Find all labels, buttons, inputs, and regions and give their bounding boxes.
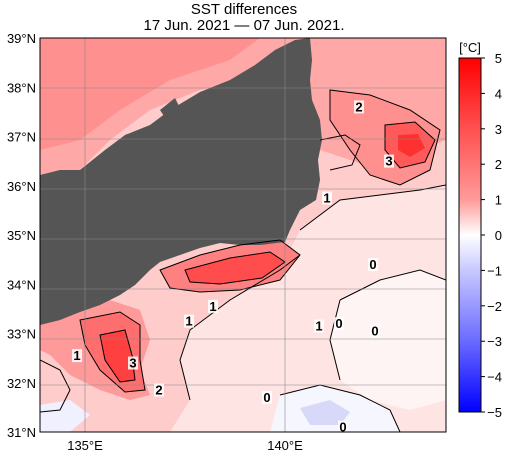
land-islet [124, 228, 130, 232]
latitude-label: 35°N [7, 228, 36, 243]
latitude-label: 31°N [7, 425, 36, 440]
contour-label: 1 [315, 319, 322, 334]
contour-label: 3 [129, 356, 136, 371]
colorbar-tick-label: −1 [487, 263, 502, 278]
contour-label: 1 [209, 299, 216, 314]
colorbar-tick-label: 4 [495, 86, 502, 101]
colorbar-gradient [458, 57, 482, 413]
colorbar: [°C] 5 4 3 2 1 0 −1 −2 −3 −4 −5 [458, 40, 502, 420]
latitude-label: 37°N [7, 130, 36, 145]
latitude-label: 32°N [7, 376, 36, 391]
chart-title: SST differences [190, 1, 298, 18]
contour-label-background [384, 154, 394, 168]
colorbar-tick-label: −3 [487, 334, 502, 349]
map-frame [39, 37, 447, 433]
contour-label: 3 [385, 154, 392, 169]
contour-label-background [368, 258, 378, 272]
colorbar-unit: [°C] [459, 40, 481, 55]
contour-label-background [262, 390, 272, 404]
warm-core-south-honshu [185, 252, 285, 284]
latitude-label: 36°N [7, 179, 36, 194]
colorbar-tick-label: 3 [495, 122, 502, 137]
contour-label: 2 [355, 99, 362, 114]
date-range-subtitle: 17 Jun. 2021 — 07 Jun. 2021. [143, 17, 345, 34]
contour-label-background [338, 420, 348, 432]
warm-region-north-strong [40, 38, 260, 150]
contour-label: 0 [369, 257, 376, 272]
colorbar-tick-label: 1 [495, 193, 502, 208]
contour-label: 0 [371, 324, 378, 339]
longitude-label: 135°E [67, 438, 103, 453]
latitude-label: 33°N [7, 327, 36, 342]
latitude-label: 38°N [7, 80, 36, 95]
contour-label-background [314, 319, 324, 333]
contour-label: 2 [155, 383, 162, 398]
contour-label: 0 [339, 420, 346, 435]
contour-label-background [72, 349, 82, 363]
latitude-label: 39°N [7, 31, 36, 46]
longitude-label: 140°E [267, 438, 303, 453]
contour-label: 1 [185, 314, 192, 329]
colorbar-tick-label: −5 [487, 405, 502, 420]
land-peninsula [160, 98, 182, 125]
contour-label: 0 [263, 390, 270, 405]
contour-label-background [334, 317, 344, 331]
contour-label: 0 [335, 316, 342, 331]
land-islet [300, 183, 304, 187]
contour-label-background [370, 324, 380, 338]
warm-core-northeast-peak [398, 134, 425, 157]
contour-label-background [208, 299, 218, 313]
contour-label-background [322, 191, 332, 205]
contour-label-background [128, 356, 138, 370]
longitude-labels: 135°E 140°E [67, 438, 303, 453]
graticule [40, 38, 446, 432]
latitude-labels: 39°N 38°N 37°N 36°N 35°N 34°N 33°N 32°N 31°N [7, 31, 36, 440]
colorbar-tick-label: 5 [495, 51, 502, 66]
contour-label: 1 [323, 191, 330, 206]
colorbar-tick-label: 2 [495, 157, 502, 172]
cool-patch-south-core [300, 400, 350, 425]
contour-label-background [184, 314, 194, 328]
contour-label: 1 [73, 348, 80, 363]
land-japan [40, 38, 322, 325]
cool-patch-southwest [40, 400, 90, 432]
contour-label-background [154, 383, 164, 397]
warm-core-southwest-peak [100, 330, 135, 382]
colorbar-ticks: 5 4 3 2 1 0 −1 −2 −3 −4 −5 [481, 51, 502, 420]
colorbar-tick-label: −4 [487, 370, 502, 385]
contour-lines [40, 89, 446, 432]
colorbar-tick-label: 0 [495, 228, 502, 243]
colorbar-tick-label: −2 [487, 299, 502, 314]
near-zero-region [330, 270, 446, 410]
latitude-label: 34°N [7, 277, 36, 292]
land-island [250, 62, 268, 80]
contour-label-background [354, 100, 364, 114]
